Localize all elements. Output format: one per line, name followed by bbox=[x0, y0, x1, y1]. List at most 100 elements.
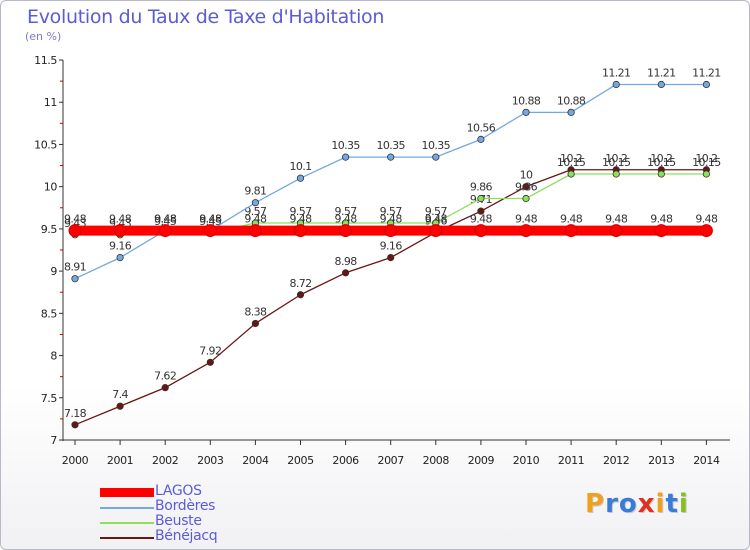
logo-letter: r bbox=[605, 489, 619, 519]
data-label-beuste: 9.57 bbox=[335, 205, 358, 218]
point-lagos bbox=[519, 224, 533, 238]
point-benejacq bbox=[161, 384, 169, 392]
logo-letter: t bbox=[665, 489, 679, 519]
point-beuste bbox=[567, 170, 575, 178]
point-beuste bbox=[522, 194, 530, 203]
logo-letter: P bbox=[585, 489, 606, 519]
logo-letter: x bbox=[637, 489, 656, 519]
legend-label-beuste: Beuste bbox=[155, 513, 202, 529]
data-label-lagos: 9.48 bbox=[199, 213, 222, 226]
point-benejacq bbox=[71, 421, 79, 429]
x-tick-label: 2001 bbox=[107, 454, 133, 467]
data-label-lagos: 9.48 bbox=[154, 213, 177, 226]
data-label-borderes: 10.88 bbox=[512, 94, 541, 107]
x-tick-label: 2002 bbox=[152, 454, 178, 467]
data-label-borderes: 10.35 bbox=[331, 139, 360, 152]
logo-letter: i bbox=[655, 489, 666, 519]
y-tick-label: 9.5 bbox=[41, 223, 58, 236]
x-tick-label: 2014 bbox=[693, 454, 720, 467]
legend-swatch-lagos bbox=[100, 488, 154, 497]
point-beuste bbox=[657, 170, 665, 178]
x-tick-label: 2005 bbox=[287, 454, 314, 467]
data-label-borderes: 11.21 bbox=[647, 66, 676, 79]
data-label-beuste: 10.15 bbox=[692, 156, 721, 169]
data-label-benejacq: 7.92 bbox=[199, 344, 221, 357]
point-lagos bbox=[339, 224, 353, 238]
point-borderes bbox=[657, 80, 665, 89]
logo-letter: i bbox=[678, 489, 689, 519]
data-label-lagos: 9.48 bbox=[515, 213, 538, 226]
data-label-benejacq: 8.38 bbox=[244, 305, 267, 318]
x-tick-label: 2011 bbox=[558, 454, 584, 467]
x-tick-label: 2004 bbox=[242, 454, 269, 467]
x-tick-label: 2000 bbox=[62, 454, 89, 467]
point-lagos bbox=[654, 224, 668, 238]
point-beuste bbox=[477, 194, 485, 203]
point-benejacq bbox=[296, 291, 305, 299]
data-label-benejacq: 10.2 bbox=[695, 152, 717, 165]
y-tick-label: 10 bbox=[44, 181, 58, 194]
point-lagos bbox=[68, 224, 82, 238]
point-borderes bbox=[432, 153, 440, 161]
proxiti-logo: Proxiti bbox=[585, 489, 689, 519]
data-label-borderes: 10.56 bbox=[467, 121, 496, 134]
data-label-borderes: 9.81 bbox=[244, 185, 266, 198]
data-label-beuste: 9.57 bbox=[380, 205, 403, 218]
x-tick-label: 2008 bbox=[423, 454, 450, 467]
point-lagos bbox=[429, 224, 443, 238]
data-label-benejacq: 10.2 bbox=[560, 152, 582, 165]
point-borderes bbox=[251, 199, 259, 207]
point-borderes bbox=[612, 80, 620, 89]
data-label-lagos: 9.48 bbox=[380, 213, 403, 226]
y-tick-label: 11 bbox=[44, 96, 57, 109]
data-label-beuste: 10.15 bbox=[557, 156, 586, 169]
data-label-benejacq: 7.62 bbox=[154, 370, 176, 383]
data-label-benejacq: 8.98 bbox=[335, 255, 358, 268]
data-label-beuste: 9.57 bbox=[425, 205, 448, 218]
point-borderes bbox=[522, 108, 530, 116]
legend-label-lagos: LAGOS bbox=[155, 483, 202, 499]
point-lagos bbox=[248, 224, 262, 238]
point-lagos bbox=[384, 224, 398, 238]
data-label-beuste: 10.15 bbox=[602, 156, 631, 169]
point-borderes bbox=[477, 135, 485, 143]
point-borderes bbox=[702, 80, 711, 89]
data-label-borderes: 9.48 bbox=[154, 213, 177, 226]
point-borderes bbox=[567, 108, 575, 116]
data-label-benejacq: 8.72 bbox=[289, 277, 311, 290]
logo-letter: o bbox=[618, 489, 638, 519]
y-tick-label: 11.5 bbox=[34, 54, 57, 67]
data-label-lagos: 9.48 bbox=[650, 213, 673, 226]
chart-subtitle: (en %) bbox=[25, 30, 62, 43]
data-label-beuste: 9.45 bbox=[199, 215, 222, 228]
data-label-benejacq: 9.16 bbox=[380, 240, 403, 253]
data-label-lagos: 9.48 bbox=[605, 213, 628, 226]
point-borderes bbox=[296, 174, 305, 182]
point-benejacq bbox=[387, 254, 395, 262]
x-tick-label: 2009 bbox=[468, 454, 495, 467]
point-lagos bbox=[609, 224, 623, 238]
data-label-borderes: 10.35 bbox=[376, 139, 405, 152]
x-tick-label: 2013 bbox=[648, 454, 675, 467]
data-label-lagos: 9.48 bbox=[244, 213, 267, 226]
data-label-beuste: 9.86 bbox=[470, 180, 493, 193]
data-label-benejacq: 10.2 bbox=[650, 152, 672, 165]
point-lagos bbox=[564, 224, 578, 238]
point-benejacq bbox=[116, 402, 124, 410]
point-lagos bbox=[294, 224, 307, 238]
data-label-lagos: 9.48 bbox=[109, 213, 132, 226]
data-label-beuste: 9.57 bbox=[289, 205, 312, 218]
data-label-lagos: 9.48 bbox=[695, 213, 718, 226]
x-tick-label: 2006 bbox=[332, 454, 359, 467]
point-benejacq bbox=[477, 207, 485, 215]
data-label-borderes: 9.48 bbox=[199, 213, 222, 226]
data-label-borderes: 8.91 bbox=[64, 261, 86, 274]
data-label-lagos: 9.48 bbox=[335, 213, 358, 226]
data-label-lagos: 9.48 bbox=[560, 213, 583, 226]
legend-swatch-benejacq bbox=[100, 537, 154, 539]
point-lagos bbox=[113, 224, 127, 238]
legend-label-benejacq: Bénéjacq bbox=[155, 528, 218, 544]
x-tick-label: 2010 bbox=[513, 454, 540, 467]
